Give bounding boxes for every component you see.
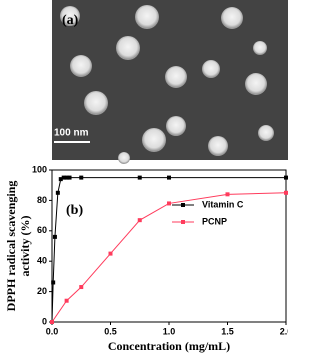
series-line [51,192,287,323]
y-tick-label: 80 [37,195,47,205]
data-point [284,190,288,195]
y-tick-label: 0 [42,316,47,326]
data-point [167,201,171,206]
scale-bar-label: 100 nm [54,128,89,139]
y-tick-label: 40 [37,256,47,266]
data-point [79,175,84,180]
x-tick-label: 1.0 [163,326,176,336]
data-point [225,192,230,197]
x-tick-label: 0.0 [46,326,59,336]
data-point [137,218,142,223]
figure: (a) 100 nm 0 20 40 60 80 100 0.0 0.5 1.0 1.5 2.0 Co… [4,0,288,353]
data-point [167,175,171,180]
data-point [58,177,63,182]
y-tick-label: 60 [37,225,47,235]
data-point [64,175,69,180]
data-point [52,234,57,239]
legend-marker [181,203,185,207]
sem-image [52,0,288,164]
x-tick-label: 2.0 [280,326,288,336]
x-tick-label: 1.5 [221,326,234,336]
data-point [79,285,84,290]
panel-label: (b) [66,203,83,218]
y-axis-label: DPPH radical scavenging [4,181,18,312]
x-axis-label: Concentration (mg/mL) [108,339,230,353]
y-axis-label: activity (%) [18,216,32,277]
data-point [64,298,69,303]
data-point [50,320,54,324]
x-tick-label: 0.5 [104,326,117,336]
panel-label: (a) [62,13,79,28]
data-point [55,190,60,195]
data-point [51,280,56,285]
data-point [137,175,142,180]
legend-marker [181,220,185,224]
data-point [284,175,288,180]
y-tick-label: 100 [32,164,47,174]
series-line [51,177,286,323]
y-tick-label: 20 [37,286,47,296]
plot-frame [51,169,287,323]
data-point [67,175,72,180]
data-point [108,251,113,256]
data-point [61,175,66,180]
legend-label: PCNP [202,216,227,226]
legend-label: Vitamin C [202,199,244,209]
